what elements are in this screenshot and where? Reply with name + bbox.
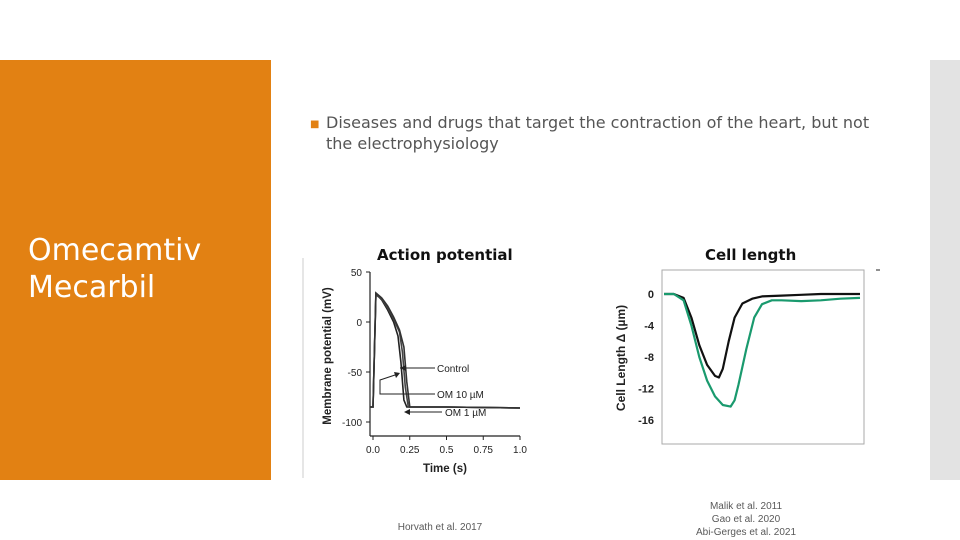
chart-1-xtick-label: 1.0 xyxy=(513,445,527,456)
annotation-om1: OM 1 µM xyxy=(445,408,486,419)
reference-right-line-3: Abi-Gerges et al. 2021 xyxy=(695,527,797,538)
chart-2-ytick-label: -8 xyxy=(644,352,654,364)
chart-2-ytick-label: -16 xyxy=(638,415,654,427)
chart-1-ytick-label: 50 xyxy=(351,268,363,279)
slide-title-line-2: Mecarbil xyxy=(28,270,156,305)
slide-title: Omecamtiv Mecarbil xyxy=(28,232,258,306)
chart-1-xtick-label: 0.25 xyxy=(400,445,420,456)
action-potential-chart: 50 0 -50 -100 0.0 0.25 0.5 0.75 1.0 Control OM … xyxy=(302,258,527,478)
annotation-om10: OM 10 µM xyxy=(437,390,484,401)
chart-1-xtick-label: 0.0 xyxy=(366,445,380,456)
chart-2-series-line-2 xyxy=(664,292,861,408)
reference-right: Malik et al. 2011 Gao et al. 2020 Abi-Ge… xyxy=(676,500,816,539)
chart-1-title: Action potential xyxy=(377,246,513,264)
reference-right-line-2: Gao et al. 2020 xyxy=(711,514,781,525)
title-panel xyxy=(0,60,271,480)
slide-title-line-1: Omecamtiv xyxy=(28,233,202,268)
chart-1-ylabel: Membrane potential (mV) xyxy=(322,287,334,425)
om10-arrow xyxy=(379,373,435,395)
chart-1-xtick-label: 0.5 xyxy=(440,445,454,456)
om10-arrow-head-icon xyxy=(394,372,400,378)
chart-2-ytick-label: -4 xyxy=(644,321,655,333)
chart-2-ylabel: Cell Length Δ (µm) xyxy=(614,305,628,411)
chart-1-xtick-label: 0.75 xyxy=(474,445,494,456)
chart-2-ytick-label: -12 xyxy=(638,384,654,396)
chart-2-series-line-1 xyxy=(664,292,860,379)
right-sidebar xyxy=(930,60,960,480)
annotation-control: Control xyxy=(437,364,469,375)
chart-1-ytick-label: 0 xyxy=(356,318,362,329)
reference-left: Horvath et al. 2017 xyxy=(397,522,483,533)
bullet-text: Diseases and drugs that target the contr… xyxy=(326,113,870,153)
bullet-marker-icon: ■ xyxy=(310,119,320,130)
chart-2-title: Cell length xyxy=(705,246,797,264)
control-arrow-head-icon xyxy=(400,365,406,371)
om1-arrow-head-icon xyxy=(404,409,410,415)
series-line-om-10-m xyxy=(370,291,521,409)
chart-2-frame xyxy=(661,269,865,445)
cell-length-chart: 0 -4 -8 -12 -16 Cell Length Δ (µm) xyxy=(614,269,880,445)
chart-1-ytick-label: -50 xyxy=(348,368,363,379)
reference-right-line-1: Malik et al. 2011 xyxy=(709,501,783,512)
bullet-item: ■ Diseases and drugs that target the con… xyxy=(310,112,870,154)
chart-1-xlabel: Time (s) xyxy=(423,463,467,475)
chart-2-ytick-label: 0 xyxy=(648,289,654,301)
chart-1-ytick-label: -100 xyxy=(342,418,362,429)
